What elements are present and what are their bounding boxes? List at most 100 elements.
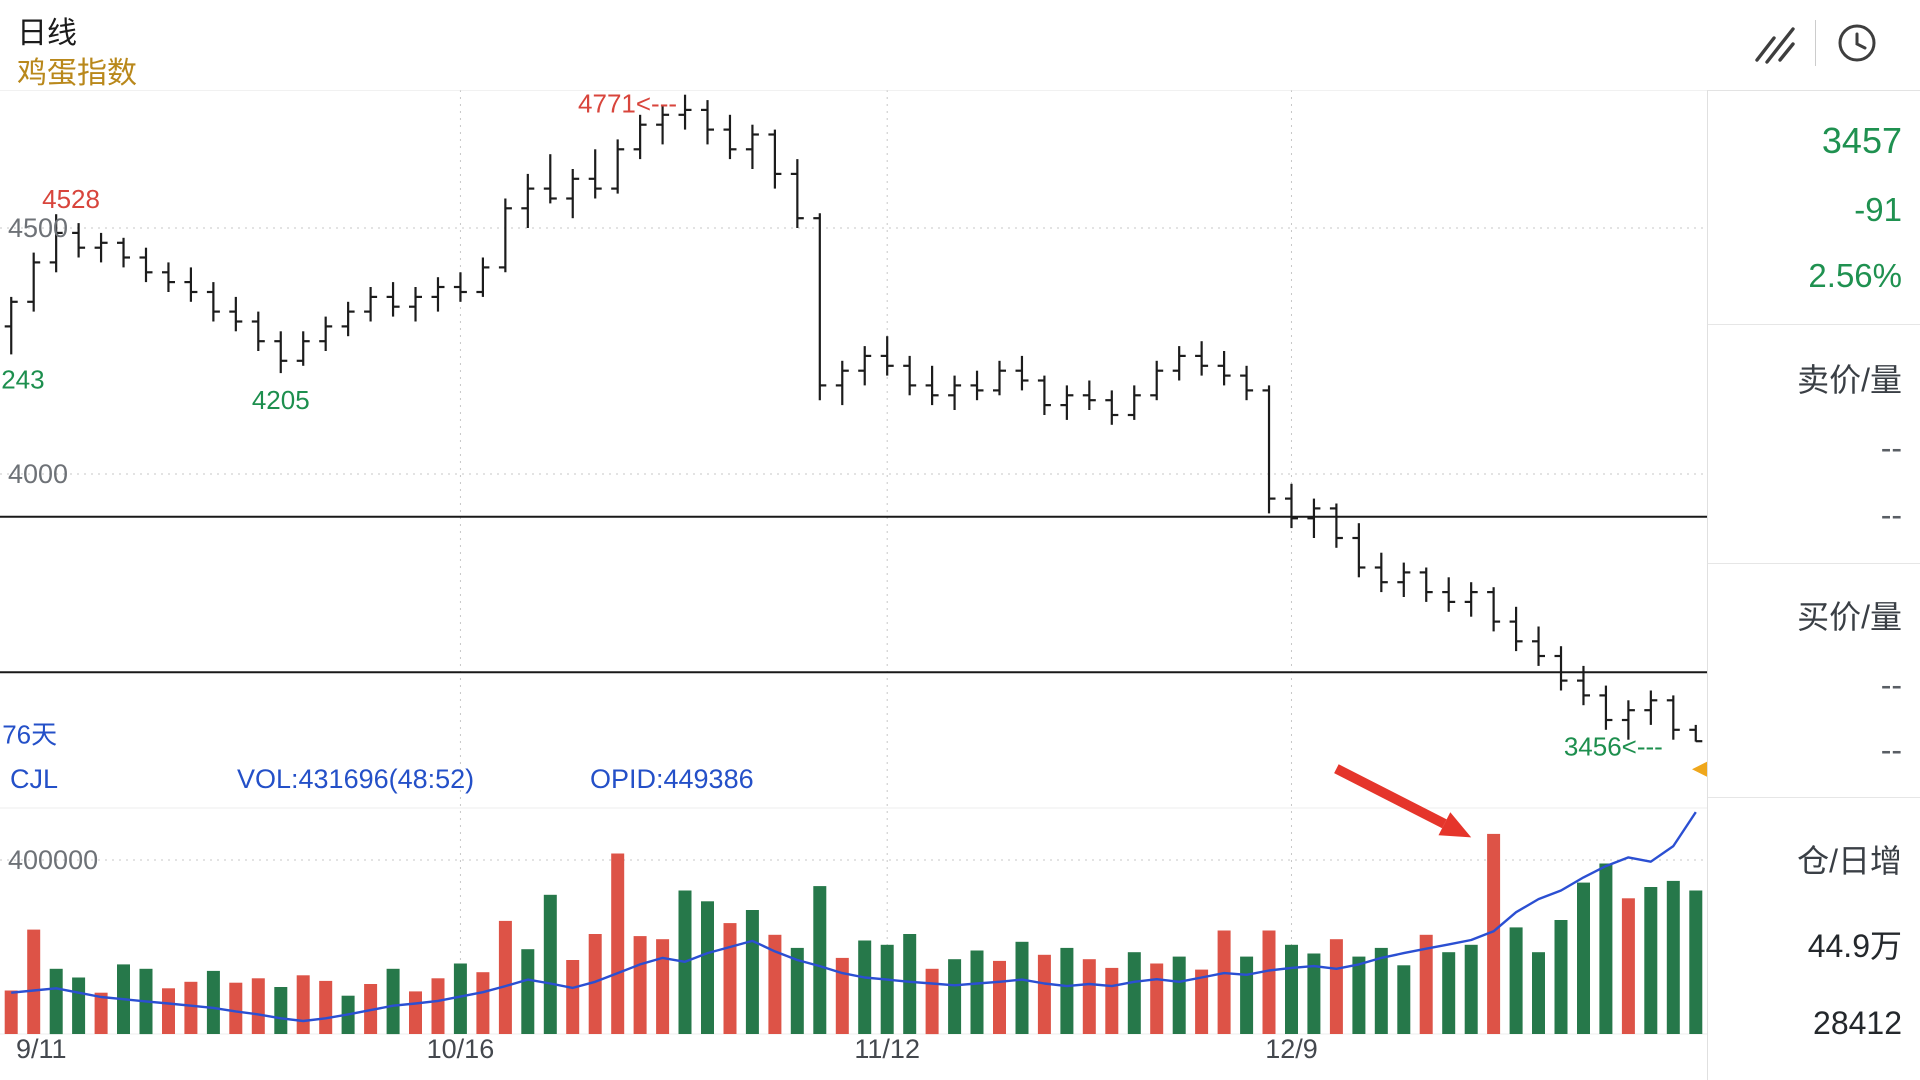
volume-bar (476, 972, 490, 1034)
volume-bar (970, 950, 984, 1034)
ohlc-bar (498, 198, 512, 273)
ohlc-bar (1374, 552, 1388, 593)
ohlc-bar (206, 282, 220, 322)
volume-bar (768, 934, 782, 1034)
volume-bar (611, 853, 625, 1034)
ohlc-bar (835, 360, 849, 406)
ohlc-bar (1532, 626, 1545, 666)
ohlc-bar (1577, 665, 1590, 706)
volume-bar (566, 960, 580, 1034)
volume-bar (1689, 890, 1703, 1034)
price-annotation: 4205 (252, 385, 310, 415)
ohlc-bar (1509, 606, 1523, 652)
volume-bar (701, 901, 714, 1034)
ohlc-bar (49, 214, 63, 273)
volume-bar (948, 959, 962, 1034)
ohlc-bar (1105, 390, 1119, 425)
candlestick-series (4, 94, 1703, 743)
x-axis-label: 12/9 (1265, 1034, 1318, 1064)
volume-bar (588, 934, 602, 1034)
x-axis-label: 9/11 (16, 1034, 67, 1064)
ohlc-bar (364, 287, 378, 322)
volume-bar (925, 968, 939, 1035)
volume-bar (1442, 952, 1456, 1034)
volume-bar (49, 968, 63, 1035)
volume-bar (72, 977, 86, 1034)
volume-bar (431, 978, 445, 1034)
volume-bar (1037, 954, 1051, 1034)
ohlc-bar (1487, 587, 1501, 632)
volume-bar (1329, 939, 1343, 1034)
volume-bar (184, 981, 198, 1034)
ohlc-bar (4, 296, 18, 355)
volume-bar (723, 923, 737, 1034)
ohlc-bar (1666, 695, 1680, 740)
ohlc-bar (229, 296, 243, 332)
indicator-name-label: CJL (10, 764, 58, 794)
volume-bar (1509, 927, 1523, 1034)
volume-bar (498, 920, 512, 1034)
open-interest-total: 44.9万 (1807, 927, 1902, 964)
ask-section-title: 卖价/量 (1797, 361, 1902, 398)
ask-price: -- (1880, 430, 1902, 466)
open-interest-section: 仓/日增 44.9万 28412 (1708, 798, 1920, 1080)
ohlc-bar (543, 154, 557, 204)
open-interest-change: 28412 (1813, 1004, 1902, 1041)
volume-bar (858, 940, 872, 1034)
ohlc-bar (701, 100, 714, 145)
clock-icon[interactable] (1834, 20, 1880, 66)
price-annotation: 3456<--- (1564, 732, 1663, 762)
ohlc-bar (925, 365, 939, 406)
price-annotation: 4771<--- (578, 89, 677, 119)
ohlc-bar (948, 375, 962, 410)
price-annotation: 243 (1, 364, 44, 394)
ohlc-bar (251, 311, 265, 351)
volume-bar (790, 947, 804, 1034)
ohlc-bar (274, 331, 288, 374)
open-interest-line (11, 811, 1697, 1023)
ohlc-bar (1689, 724, 1703, 743)
volume-bar (1240, 956, 1254, 1034)
x-axis-label: 11/12 (854, 1034, 920, 1064)
ask-volume: -- (1880, 496, 1902, 533)
ohlc-bar (1329, 503, 1343, 548)
timeframe-label[interactable]: 日线 (17, 17, 77, 50)
volume-bar (1150, 963, 1164, 1034)
ohlc-bar (813, 213, 827, 401)
ohlc-bar (678, 94, 692, 130)
header-toolbar (1751, 20, 1880, 66)
ohlc-bar (1621, 700, 1635, 740)
volume-bar (1577, 882, 1590, 1034)
volume-bar (4, 990, 18, 1034)
volume-bar (1262, 930, 1276, 1034)
ohlc-bar (1644, 690, 1658, 725)
price-axis-label: 4500 (8, 213, 68, 243)
open-interest-readout: OPID:449386 (590, 764, 754, 794)
indicator-style-icon[interactable] (1751, 20, 1797, 66)
volume-series (4, 833, 1703, 1035)
volume-bar (1464, 944, 1478, 1034)
volume-readout: VOL:431696(48:52) (237, 764, 474, 794)
volume-bar (1666, 880, 1680, 1034)
ohlc-bar (139, 247, 153, 283)
volume-bar (206, 970, 220, 1034)
volume-bar (162, 988, 175, 1034)
volume-bar (1172, 956, 1186, 1034)
volume-bar (1532, 952, 1545, 1034)
ohlc-bar (1352, 523, 1366, 578)
volume-bar (521, 949, 535, 1034)
ohlc-bar (633, 114, 647, 160)
ohlc-bar (1599, 685, 1613, 730)
volume-bar (409, 991, 422, 1034)
volume-bar (745, 910, 759, 1034)
ohlc-bar (723, 114, 737, 160)
ohlc-bar (1015, 355, 1029, 391)
ohlc-bar (1217, 351, 1231, 386)
ohlc-bar (1195, 341, 1209, 376)
volume-bar (1644, 887, 1658, 1034)
ohlc-bar (970, 370, 984, 401)
instrument-name[interactable]: 鸡蛋指数 (17, 57, 137, 90)
drawn-arrow-head (1438, 812, 1472, 838)
